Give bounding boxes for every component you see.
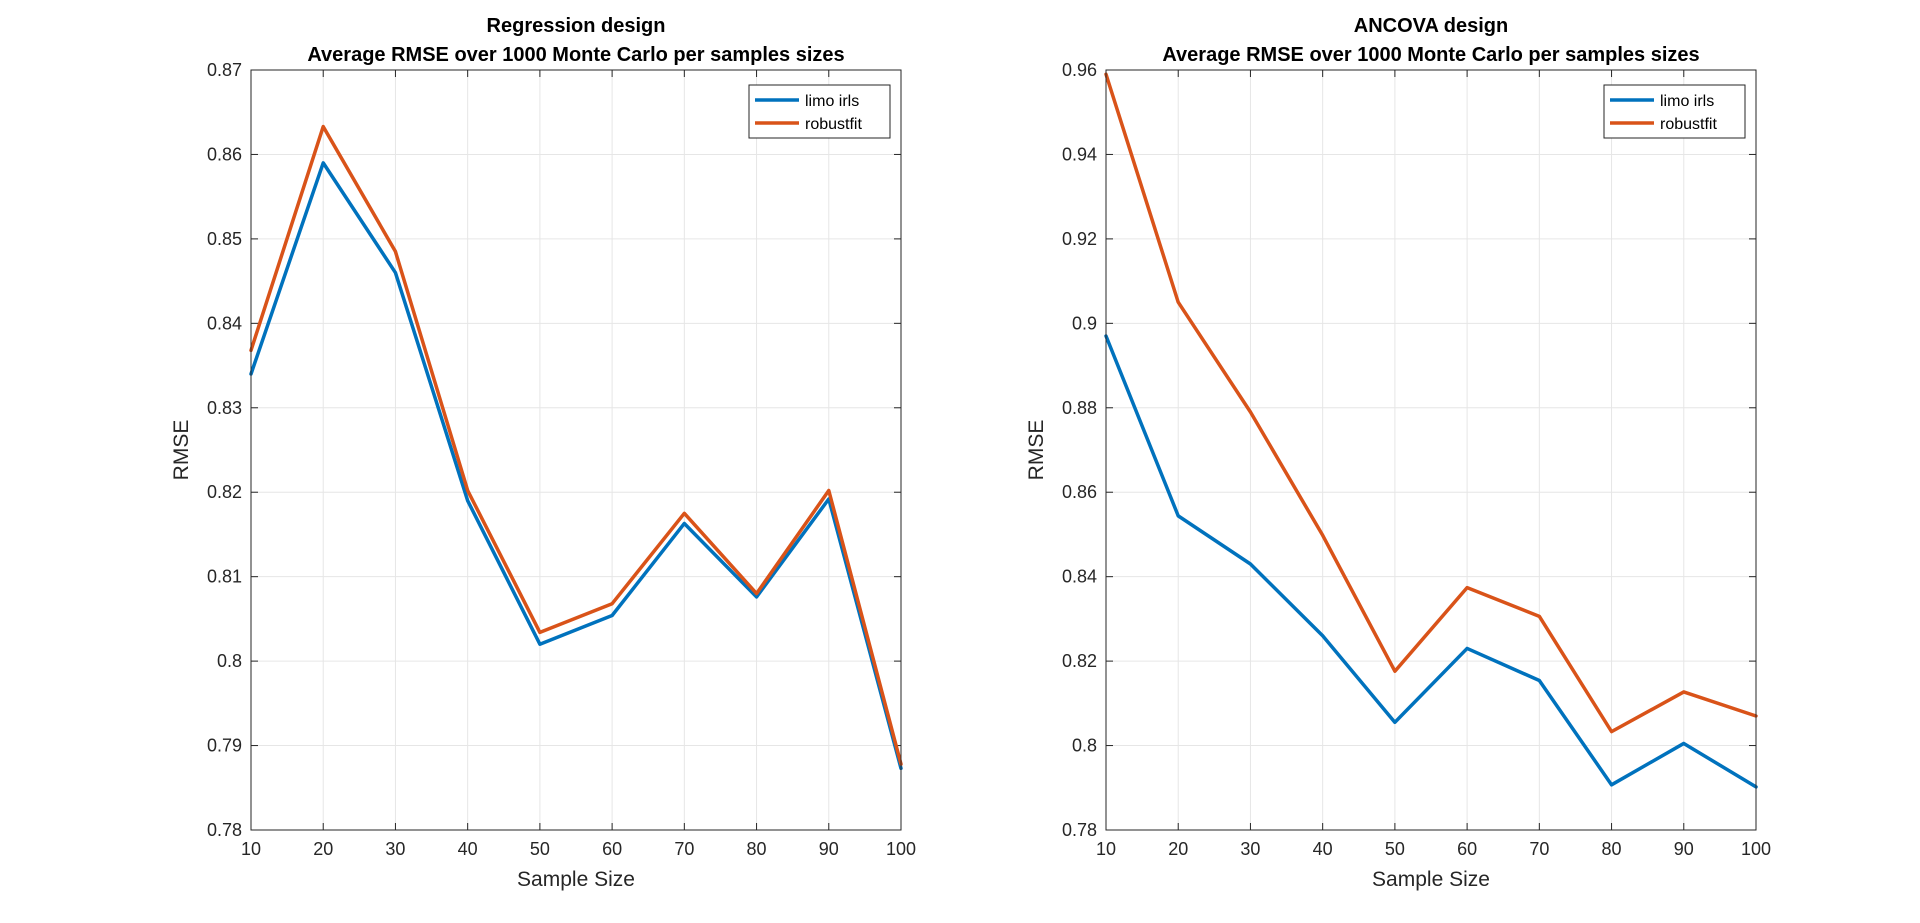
- y-tick-label: 0.82: [207, 482, 242, 502]
- y-tick-label: 0.86: [1062, 482, 1097, 502]
- legend-box: [748, 84, 891, 139]
- y-tick-label: 0.8: [1072, 736, 1097, 756]
- chart-title: ANCOVA design: [1354, 15, 1508, 37]
- y-tick-label: 0.87: [207, 60, 242, 80]
- ancova-design-panel: 10 20 30 40 50 60 70 80 90 100 0.78 0.8 0.82 0.84 0.86…: [1025, 15, 1771, 891]
- y-tick-label: 0.84: [1062, 567, 1097, 587]
- x-tick-label: 100: [886, 839, 916, 859]
- chart-subtitle: Average RMSE over 1000 Monte Carlo per s…: [1162, 44, 1699, 66]
- chart-title: Regression design: [487, 15, 666, 37]
- x-tick-label: 10: [241, 839, 261, 859]
- axes-background: [251, 70, 901, 830]
- y-tick-label: 0.94: [1062, 144, 1097, 164]
- y-tick-label: 0.85: [207, 229, 242, 249]
- x-tick-label: 20: [1168, 839, 1188, 859]
- axes-frame: [250, 69, 902, 831]
- x-tick-label: 60: [1457, 839, 1477, 859]
- y-tick-label: 0.83: [207, 398, 242, 418]
- x-tick-label: 70: [674, 839, 694, 859]
- y-tick-label: 0.88: [1062, 398, 1097, 418]
- x-tick-label: 100: [1741, 839, 1771, 859]
- y-axis-label: RMSE: [1025, 420, 1048, 481]
- legend-label: limo irls: [1660, 93, 1714, 110]
- y-tick-label: 0.96: [1062, 60, 1097, 80]
- y-tick-label: 0.92: [1062, 229, 1097, 249]
- series-line-limo-irls: [1104, 334, 1758, 789]
- y-tick-label: 0.84: [207, 313, 242, 333]
- x-tick-label: 10: [1096, 839, 1116, 859]
- chart-subtitle: Average RMSE over 1000 Monte Carlo per s…: [307, 44, 844, 66]
- x-axis-label: Sample Size: [517, 868, 635, 891]
- y-tick-label: 0.9: [1072, 313, 1097, 333]
- y-tick-label: 0.78: [1062, 820, 1097, 840]
- x-tick-label: 30: [1240, 839, 1260, 859]
- axes-frame: [1105, 69, 1757, 831]
- y-tick-label: 0.81: [207, 567, 242, 587]
- x-tick-label: 50: [1385, 839, 1405, 859]
- axes-background: [1106, 70, 1756, 830]
- legend-label: robustfit: [805, 116, 862, 133]
- y-tick-label: 0.8: [217, 651, 242, 671]
- series-line-robustfit: [249, 124, 903, 766]
- x-tick-label: 80: [1602, 839, 1622, 859]
- legend: limo irls robustfit: [748, 84, 891, 139]
- y-tick-label: 0.78: [207, 820, 242, 840]
- x-tick-label: 90: [819, 839, 839, 859]
- legend: limo irls robustfit: [1603, 84, 1746, 139]
- legend-label: robustfit: [1660, 116, 1717, 133]
- y-tick-label: 0.79: [207, 736, 242, 756]
- legend-label: limo irls: [805, 93, 859, 110]
- x-tick-label: 80: [747, 839, 767, 859]
- x-tick-label: 70: [1529, 839, 1549, 859]
- x-tick-label: 90: [1674, 839, 1694, 859]
- x-tick-label: 40: [458, 839, 478, 859]
- x-tick-label: 60: [602, 839, 622, 859]
- y-tick-label: 0.86: [207, 144, 242, 164]
- y-axis-label: RMSE: [170, 420, 193, 481]
- y-tick-label: 0.82: [1062, 651, 1097, 671]
- x-axis-label: Sample Size: [1372, 868, 1490, 891]
- series-line-robustfit: [1104, 72, 1758, 734]
- x-tick-label: 20: [313, 839, 333, 859]
- x-tick-label: 30: [385, 839, 405, 859]
- x-tick-label: 50: [530, 839, 550, 859]
- x-tick-label: 40: [1313, 839, 1333, 859]
- legend-box: [1603, 84, 1746, 139]
- regression-design-panel: 10 20 30 40 50 60 70 80 90 100 0.78 0.79 0.8 0.81 0.82…: [170, 15, 916, 891]
- series-line-limo-irls: [249, 161, 903, 771]
